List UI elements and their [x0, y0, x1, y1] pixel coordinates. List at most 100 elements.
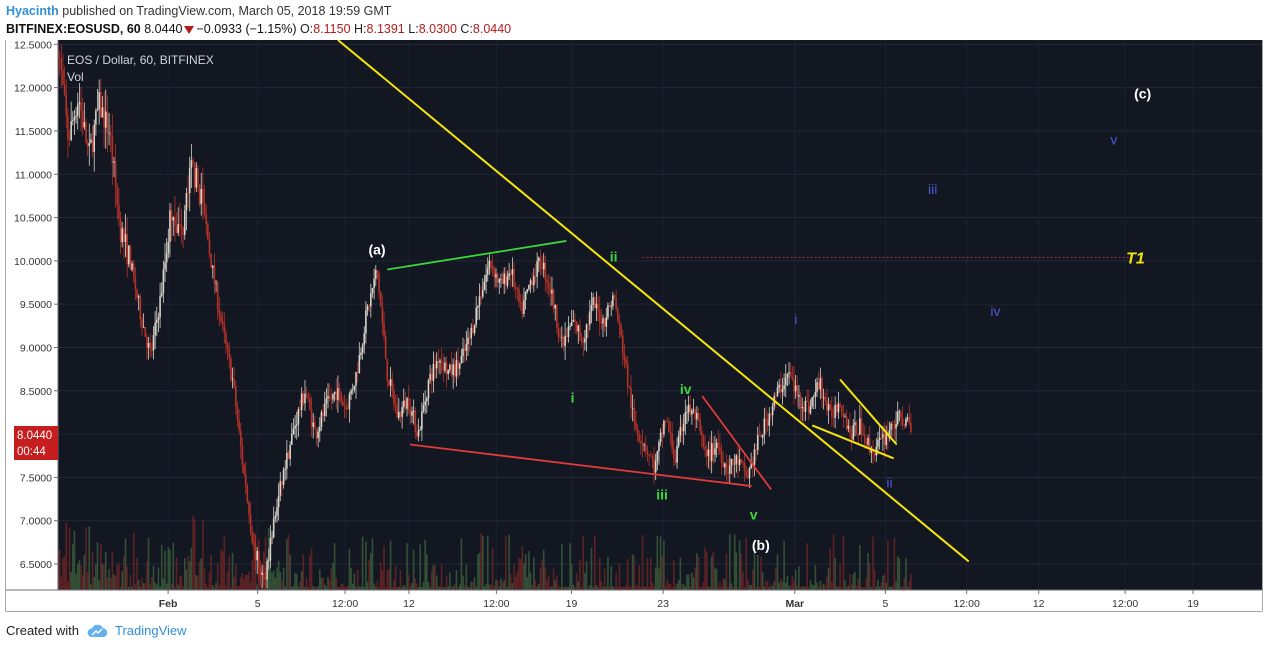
candle-body	[903, 424, 906, 426]
volume-bar	[447, 586, 450, 590]
candle-body	[430, 373, 433, 381]
candle-body	[381, 306, 384, 323]
volume-bar	[817, 586, 820, 590]
candle-body	[600, 321, 603, 324]
volume-bar	[253, 534, 255, 590]
candle-body	[292, 428, 295, 434]
volume-bar	[277, 560, 280, 590]
candle-body	[481, 290, 484, 297]
volume-bar	[291, 586, 293, 590]
x-axis[interactable]: Feb 5 12:00 12 12:00 19 23 Mar 5 12:00 12 12:00 19	[6, 589, 1262, 611]
volume-bar	[521, 546, 524, 590]
volume-bar	[371, 538, 374, 590]
candle-body	[197, 168, 199, 185]
volume-bar	[182, 586, 184, 590]
volume-bar	[859, 544, 861, 590]
volume-bar	[322, 577, 324, 590]
candle-body	[302, 393, 305, 404]
volume-bar	[882, 576, 884, 590]
candle-body	[401, 407, 403, 417]
candle-body	[374, 270, 377, 279]
volume-bar	[822, 583, 825, 590]
candle-body	[786, 373, 789, 378]
candle-body	[228, 348, 231, 358]
candle-body	[75, 115, 77, 118]
candle-body	[587, 324, 589, 326]
volume-bar	[384, 586, 387, 590]
volume-bar	[580, 586, 583, 590]
candle-body	[567, 326, 570, 337]
volume-bar	[839, 564, 841, 590]
candle-body	[58, 58, 61, 59]
candle-body	[557, 328, 560, 338]
volume-bar	[449, 572, 451, 590]
volume-bar	[559, 587, 561, 590]
candle-body	[68, 139, 71, 141]
volume-bar	[893, 538, 896, 590]
candle-body	[175, 226, 178, 234]
volume-bar	[80, 565, 82, 590]
volume-bar	[426, 554, 428, 590]
volume-bar	[477, 554, 479, 590]
candle-body	[707, 449, 710, 457]
candle-body	[141, 319, 143, 328]
volume-bar	[411, 583, 413, 590]
candle-body	[644, 444, 647, 451]
candle-body	[524, 292, 527, 300]
volume-bar	[235, 563, 237, 590]
volume-bar	[238, 586, 240, 590]
volume-bar	[360, 586, 362, 590]
candle-body	[534, 276, 537, 278]
volume-bar	[246, 575, 249, 590]
volume-bar	[768, 587, 771, 590]
volume-bar	[193, 519, 196, 590]
volume-bar	[136, 558, 138, 590]
volume-bar	[90, 584, 92, 590]
candle-body	[648, 454, 650, 456]
trendlines	[337, 40, 1131, 563]
volume-bar	[368, 559, 370, 590]
candle-body	[681, 427, 683, 432]
candle-body	[111, 135, 114, 163]
candle-body	[327, 395, 329, 399]
volume-bar	[249, 582, 252, 590]
volume-bar	[309, 555, 311, 590]
candle-body	[406, 398, 408, 409]
candle-body	[109, 132, 112, 136]
candle-body	[755, 449, 757, 451]
candle-body	[325, 398, 328, 404]
volume-bar	[332, 562, 334, 590]
volume-bar	[175, 557, 178, 590]
volume-bar	[770, 584, 772, 590]
volume-bar	[635, 585, 637, 590]
volume-bar	[86, 572, 89, 590]
high-value: 8.1391	[366, 22, 405, 36]
volume-bar	[185, 569, 188, 590]
candle-body	[493, 269, 496, 278]
candle-body	[898, 411, 901, 413]
candle-body	[439, 360, 441, 363]
candle-body	[202, 188, 204, 203]
candle-body	[730, 458, 733, 466]
y-axis[interactable]: 12.5000 12.0000 11.5000 11.0000 10.5000 10.00…	[6, 40, 59, 590]
trendline	[387, 240, 567, 271]
candle-body	[766, 420, 769, 426]
candle-body	[811, 397, 813, 407]
candle-body	[724, 463, 726, 468]
volume-bar	[587, 586, 589, 590]
volume-bar	[870, 586, 873, 590]
author-name[interactable]: Hyacinth	[6, 4, 59, 18]
candle-body	[826, 400, 828, 411]
candle-body	[475, 307, 478, 325]
volume-bar	[213, 586, 216, 590]
tradingview-link[interactable]: TradingView	[114, 623, 187, 638]
candle-body	[796, 385, 799, 397]
candle-body	[895, 423, 897, 429]
candle-body	[867, 437, 869, 445]
x-tick-label: 12	[403, 598, 415, 610]
candle-body	[113, 161, 115, 163]
volume-bar	[669, 583, 672, 590]
volume-bar	[320, 578, 323, 590]
volume-bar	[78, 560, 81, 590]
